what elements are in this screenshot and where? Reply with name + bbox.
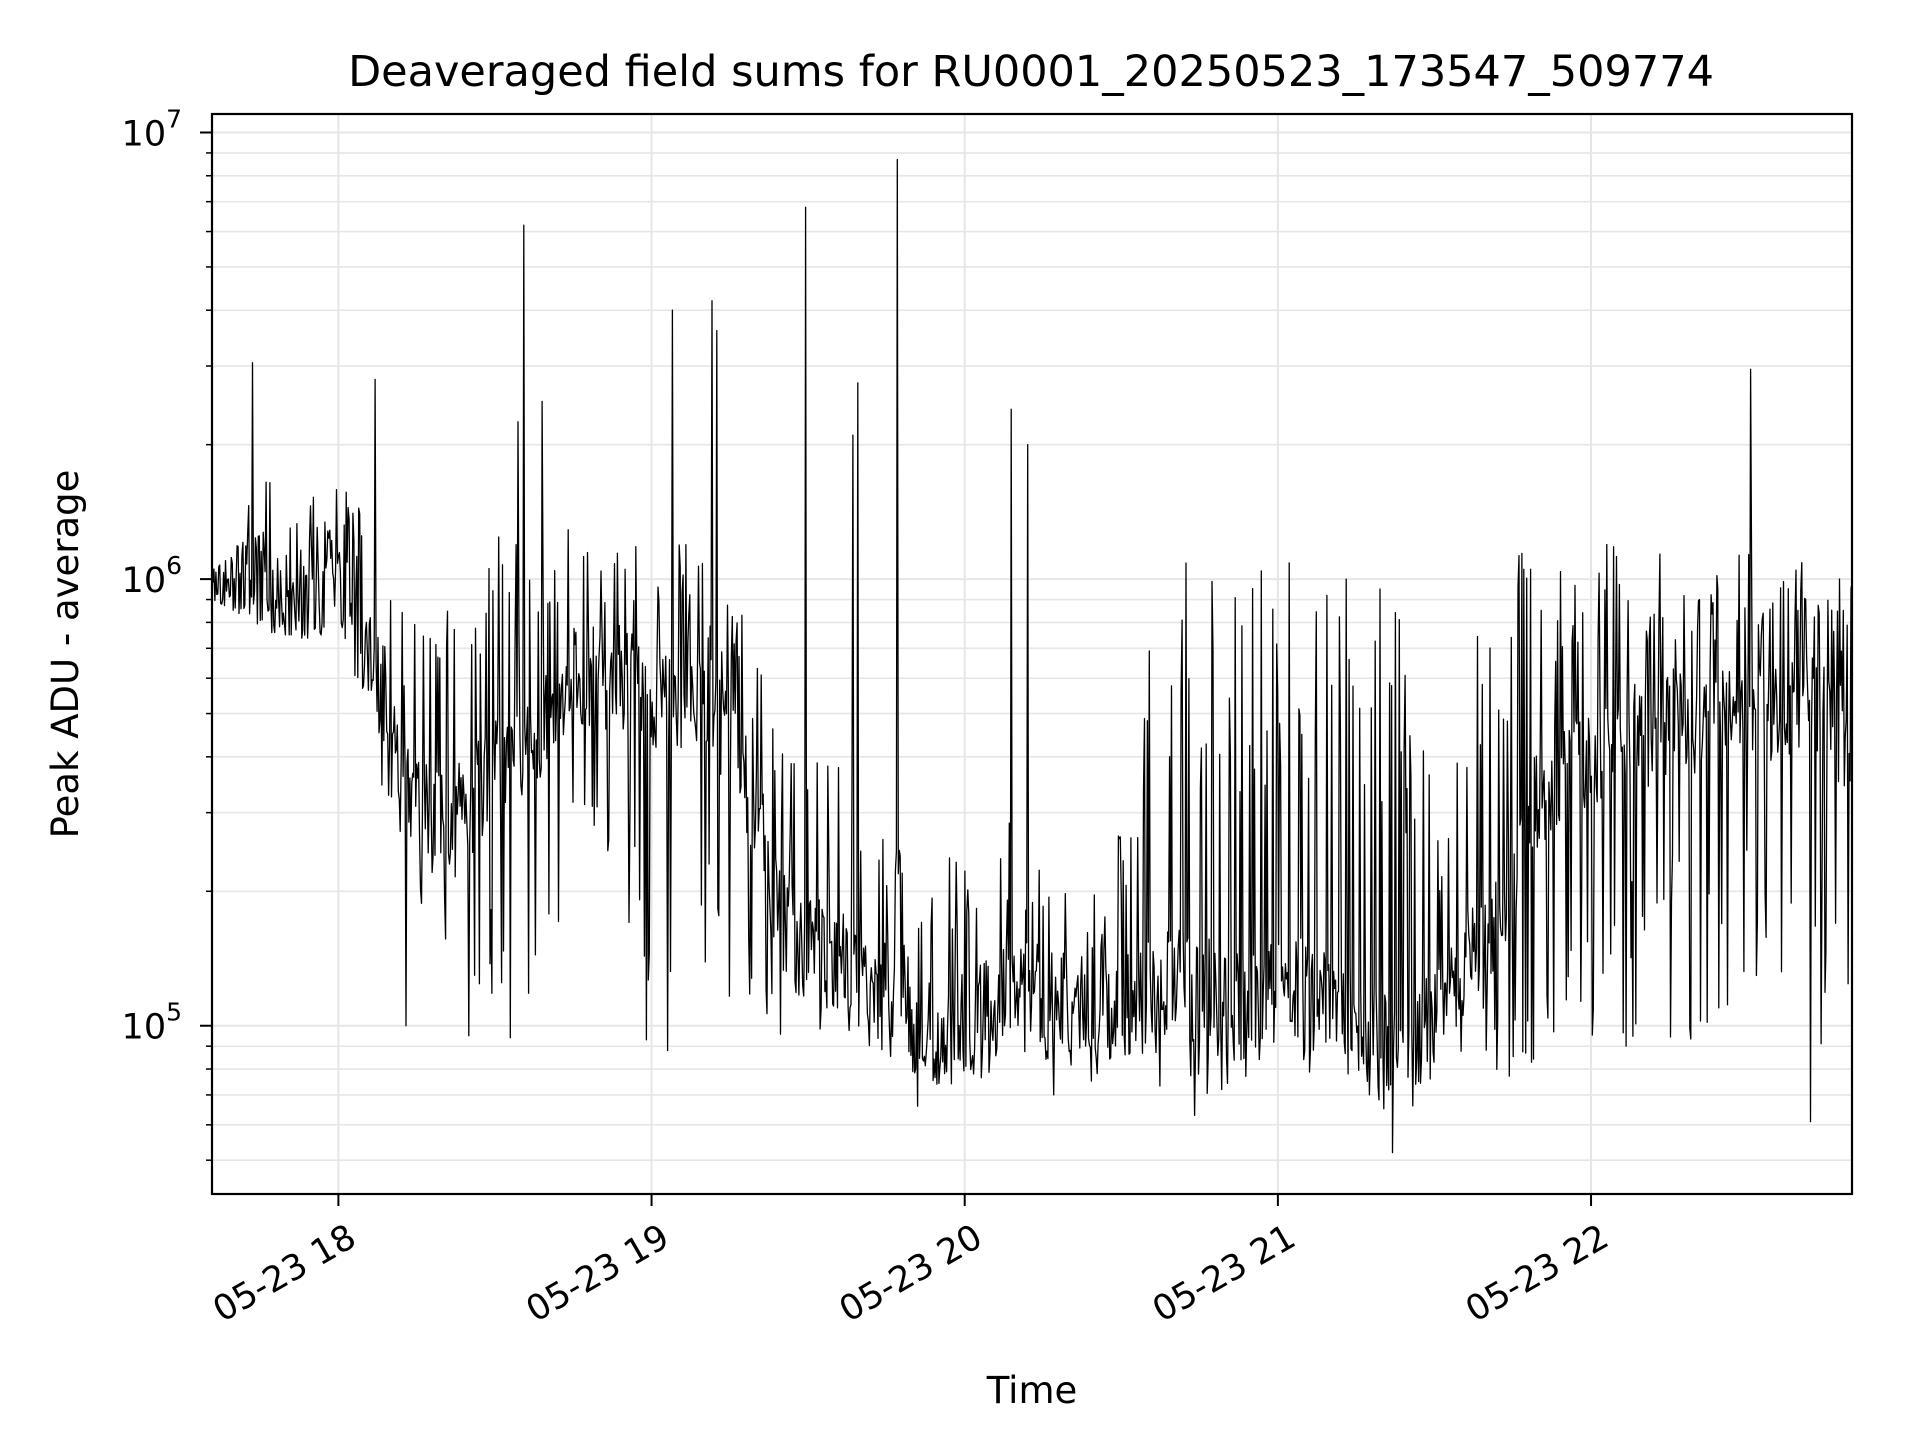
x-axis-label: Time [986,1369,1078,1412]
y-tick-label: 107 [122,104,182,154]
chart-title: Deaveraged field sums for RU0001_2025052… [348,47,1714,97]
y-tick-label: 105 [122,998,182,1048]
series-line [211,158,1853,1154]
y-axis-label: Peak ADU - average [44,470,87,839]
plot-frame [210,112,1854,1196]
data-series [211,158,1853,1154]
y-tick-label: 106 [122,551,182,601]
